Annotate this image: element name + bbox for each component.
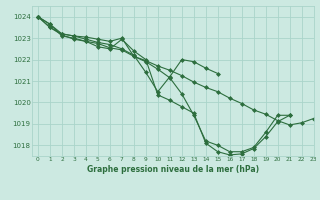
X-axis label: Graphe pression niveau de la mer (hPa): Graphe pression niveau de la mer (hPa) [87, 165, 259, 174]
